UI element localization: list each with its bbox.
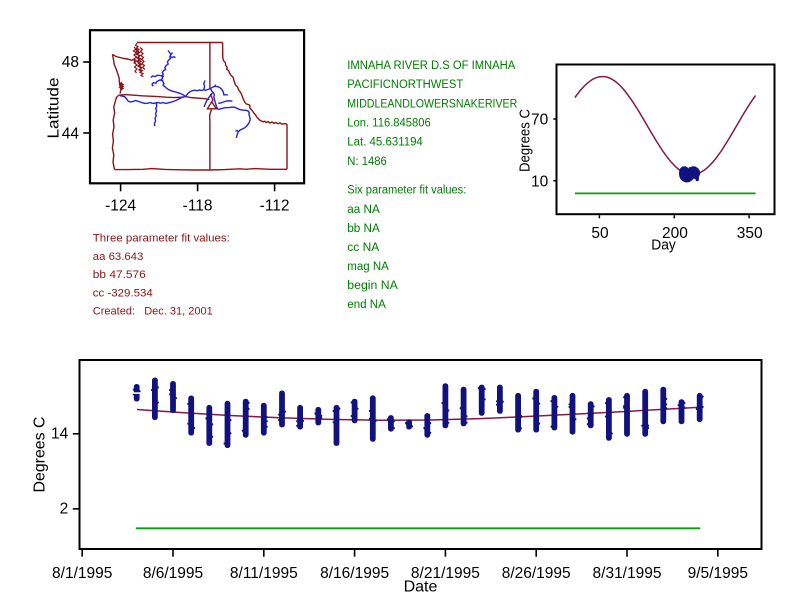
svg-text:8/26/1995: 8/26/1995 <box>502 565 571 582</box>
svg-text:-118: -118 <box>183 198 213 215</box>
svg-text:cc NA: cc NA <box>347 242 379 254</box>
svg-text:8/21/1995: 8/21/1995 <box>411 565 480 582</box>
svg-text:44: 44 <box>62 126 80 143</box>
svg-text:Lon. 116.845806: Lon. 116.845806 <box>347 118 431 130</box>
svg-text:50: 50 <box>591 225 609 242</box>
svg-text:8/16/1995: 8/16/1995 <box>320 565 389 582</box>
svg-text:N: 1486: N: 1486 <box>347 156 387 168</box>
svg-text:Lat. 45.631194: Lat. 45.631194 <box>347 137 423 149</box>
svg-text:8/31/1995: 8/31/1995 <box>593 565 662 582</box>
svg-text:Created: Dec. 31, 2001: Created: Dec. 31, 2001 <box>93 306 213 318</box>
svg-text:mag NA: mag NA <box>347 261 389 273</box>
svg-text:10: 10 <box>531 173 549 190</box>
svg-text:aa NA: aa NA <box>347 204 380 216</box>
svg-text:48: 48 <box>62 54 79 71</box>
svg-text:bb 47.576: bb 47.576 <box>93 269 146 281</box>
svg-text:9/5/1995: 9/5/1995 <box>688 565 748 582</box>
svg-text:PACIFICNORTHWEST: PACIFICNORTHWEST <box>347 79 463 91</box>
svg-text:70: 70 <box>531 112 549 129</box>
svg-text:IMNAHA RIVER D.S OF IMNAHA: IMNAHA RIVER D.S OF IMNAHA <box>347 60 515 72</box>
svg-text:Degrees C: Degrees C <box>517 109 534 172</box>
svg-text:Six parameter fit values:: Six parameter fit values: <box>347 185 466 197</box>
svg-text:Day: Day <box>651 236 676 253</box>
svg-text:8/11/1995: 8/11/1995 <box>230 565 298 582</box>
svg-text:350: 350 <box>737 225 763 242</box>
svg-text:begin NA: begin NA <box>347 280 398 292</box>
svg-text:8/1/1995: 8/1/1995 <box>52 565 112 582</box>
svg-text:Latitude: Latitude <box>46 77 63 138</box>
svg-text:bb NA: bb NA <box>347 223 380 235</box>
svg-text:aa 63.643: aa 63.643 <box>93 251 144 263</box>
svg-text:Degrees C: Degrees C <box>32 417 49 493</box>
svg-text:Date: Date <box>404 579 438 596</box>
svg-text:MIDDLEANDLOWERSNAKERIVER: MIDDLEANDLOWERSNAKERIVER <box>347 98 517 110</box>
svg-text:200: 200 <box>662 225 688 242</box>
svg-text:end NA: end NA <box>347 299 386 311</box>
svg-text:Three parameter fit values:: Three parameter fit values: <box>93 233 230 245</box>
svg-text:-124: -124 <box>105 198 136 215</box>
svg-text:8/6/1995: 8/6/1995 <box>143 565 203 582</box>
svg-text:-112: -112 <box>260 198 290 215</box>
svg-text:14: 14 <box>51 425 69 442</box>
svg-text:2: 2 <box>60 500 69 517</box>
svg-text:cc -329.534: cc -329.534 <box>93 287 153 299</box>
